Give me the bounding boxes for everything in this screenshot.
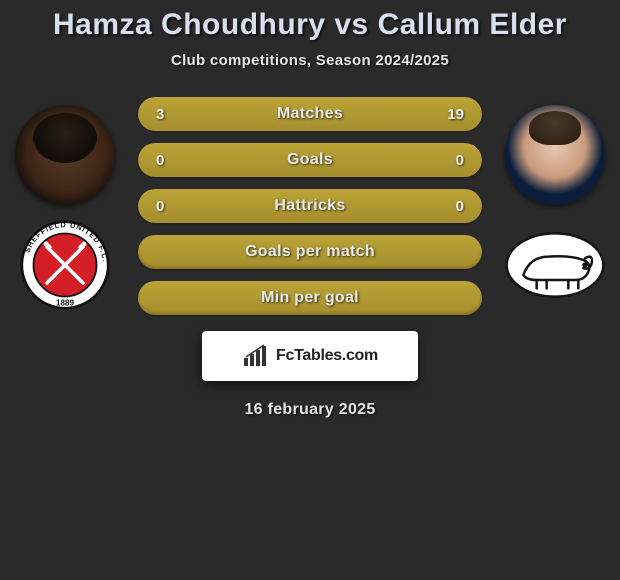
comparison-row: SHEFFIELD UNITED F.C. 1889 3 Matches 19 … [10, 97, 610, 315]
infographic-root: Hamza Choudhury vs Callum Elder Club com… [0, 0, 620, 419]
player-right-column [500, 105, 610, 308]
stat-right-value: 19 [442, 106, 464, 123]
player-left-avatar [15, 105, 115, 205]
stat-right-value: 0 [442, 198, 464, 215]
stat-left-value: 0 [156, 198, 178, 215]
player-right-avatar [505, 105, 605, 205]
club-right-logo [505, 223, 605, 308]
derby-ram-icon [505, 230, 605, 300]
stat-right-value: 0 [442, 152, 464, 169]
sheffield-badge-icon: SHEFFIELD UNITED F.C. 1889 [20, 220, 110, 310]
club-left-logo: SHEFFIELD UNITED F.C. 1889 [15, 223, 115, 308]
stat-left-value: 0 [156, 152, 178, 169]
stat-row-min-per-goal: Min per goal [138, 281, 482, 315]
stat-row-hattricks: 0 Hattricks 0 [138, 189, 482, 223]
brand-text: FcTables.com [276, 347, 378, 365]
stats-column: 3 Matches 19 0 Goals 0 0 Hattricks 0 G [132, 97, 488, 315]
player-left-column: SHEFFIELD UNITED F.C. 1889 [10, 105, 120, 308]
footer-date: 16 february 2025 [10, 401, 610, 419]
stat-row-goals-per-match: Goals per match [138, 235, 482, 269]
fctables-bars-icon [242, 344, 270, 368]
subtitle: Club competitions, Season 2024/2025 [10, 52, 610, 69]
stat-left-value: 3 [156, 106, 178, 123]
page-title: Hamza Choudhury vs Callum Elder [10, 8, 610, 42]
stat-fill-right [185, 97, 482, 131]
brand-box: FcTables.com [202, 331, 418, 381]
svg-text:1889: 1889 [56, 299, 74, 308]
stat-label: Min per goal [138, 289, 482, 307]
stat-row-goals: 0 Goals 0 [138, 143, 482, 177]
stat-row-matches: 3 Matches 19 [138, 97, 482, 131]
stat-label: Goals per match [138, 243, 482, 261]
